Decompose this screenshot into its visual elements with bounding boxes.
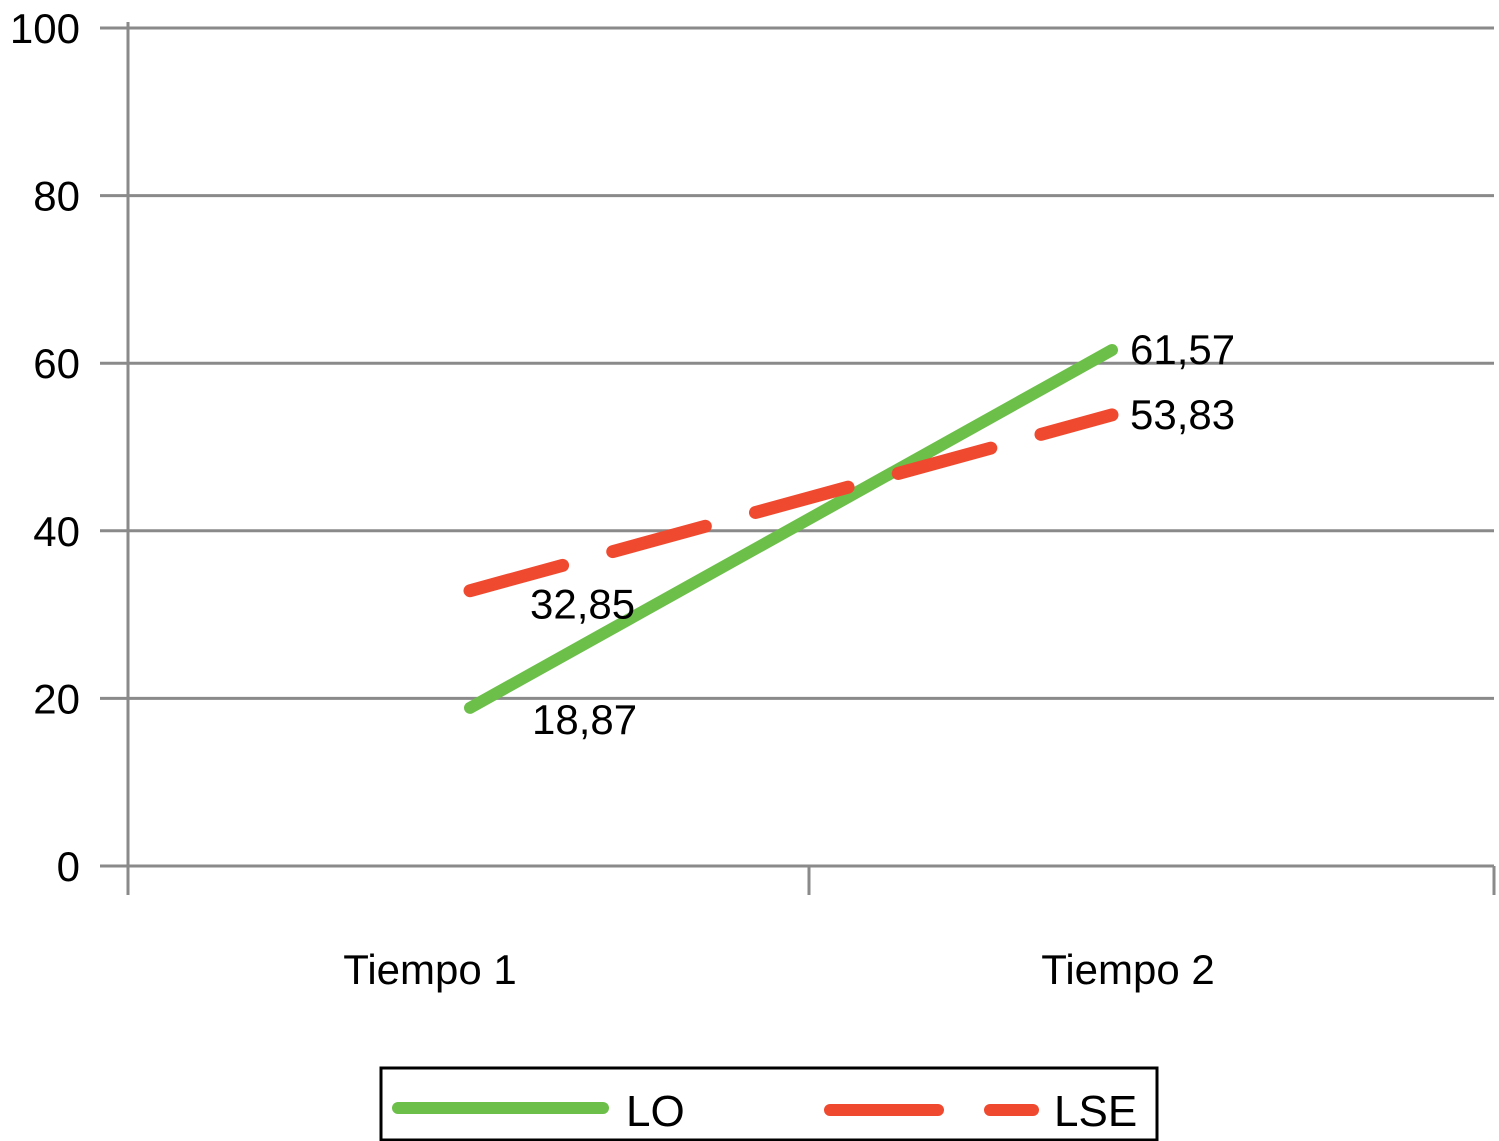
data-label-lse: 53,83 xyxy=(1130,391,1235,438)
y-tick-label: 100 xyxy=(10,5,80,52)
data-label-lo: 18,87 xyxy=(532,696,637,743)
y-tick-label: 60 xyxy=(33,340,80,387)
series-line-lo xyxy=(464,344,1118,714)
legend: LO LSE xyxy=(379,1066,1159,1141)
y-tick-label: 20 xyxy=(33,675,80,722)
legend-label-lo: LO xyxy=(626,1087,685,1136)
y-tick-label: 0 xyxy=(57,843,80,890)
data-label-lse: 32,85 xyxy=(530,581,635,628)
axes xyxy=(126,22,1496,895)
y-tick-label: 80 xyxy=(33,173,80,220)
series-lines xyxy=(463,344,1119,714)
series-line-lse xyxy=(463,408,1119,598)
y-tick-label: 40 xyxy=(33,508,80,555)
x-tick-labels: Tiempo 1 Tiempo 2 xyxy=(343,946,1215,993)
legend-label-lse: LSE xyxy=(1054,1087,1137,1136)
y-tick-labels: 0 20 40 60 80 100 xyxy=(10,5,80,890)
grid-lines xyxy=(100,26,1494,868)
data-labels: 18,87 61,57 32,85 53,83 xyxy=(530,326,1235,743)
data-label-lo: 61,57 xyxy=(1130,326,1235,373)
x-tick-label: Tiempo 1 xyxy=(343,946,517,993)
x-tick-label: Tiempo 2 xyxy=(1041,946,1215,993)
